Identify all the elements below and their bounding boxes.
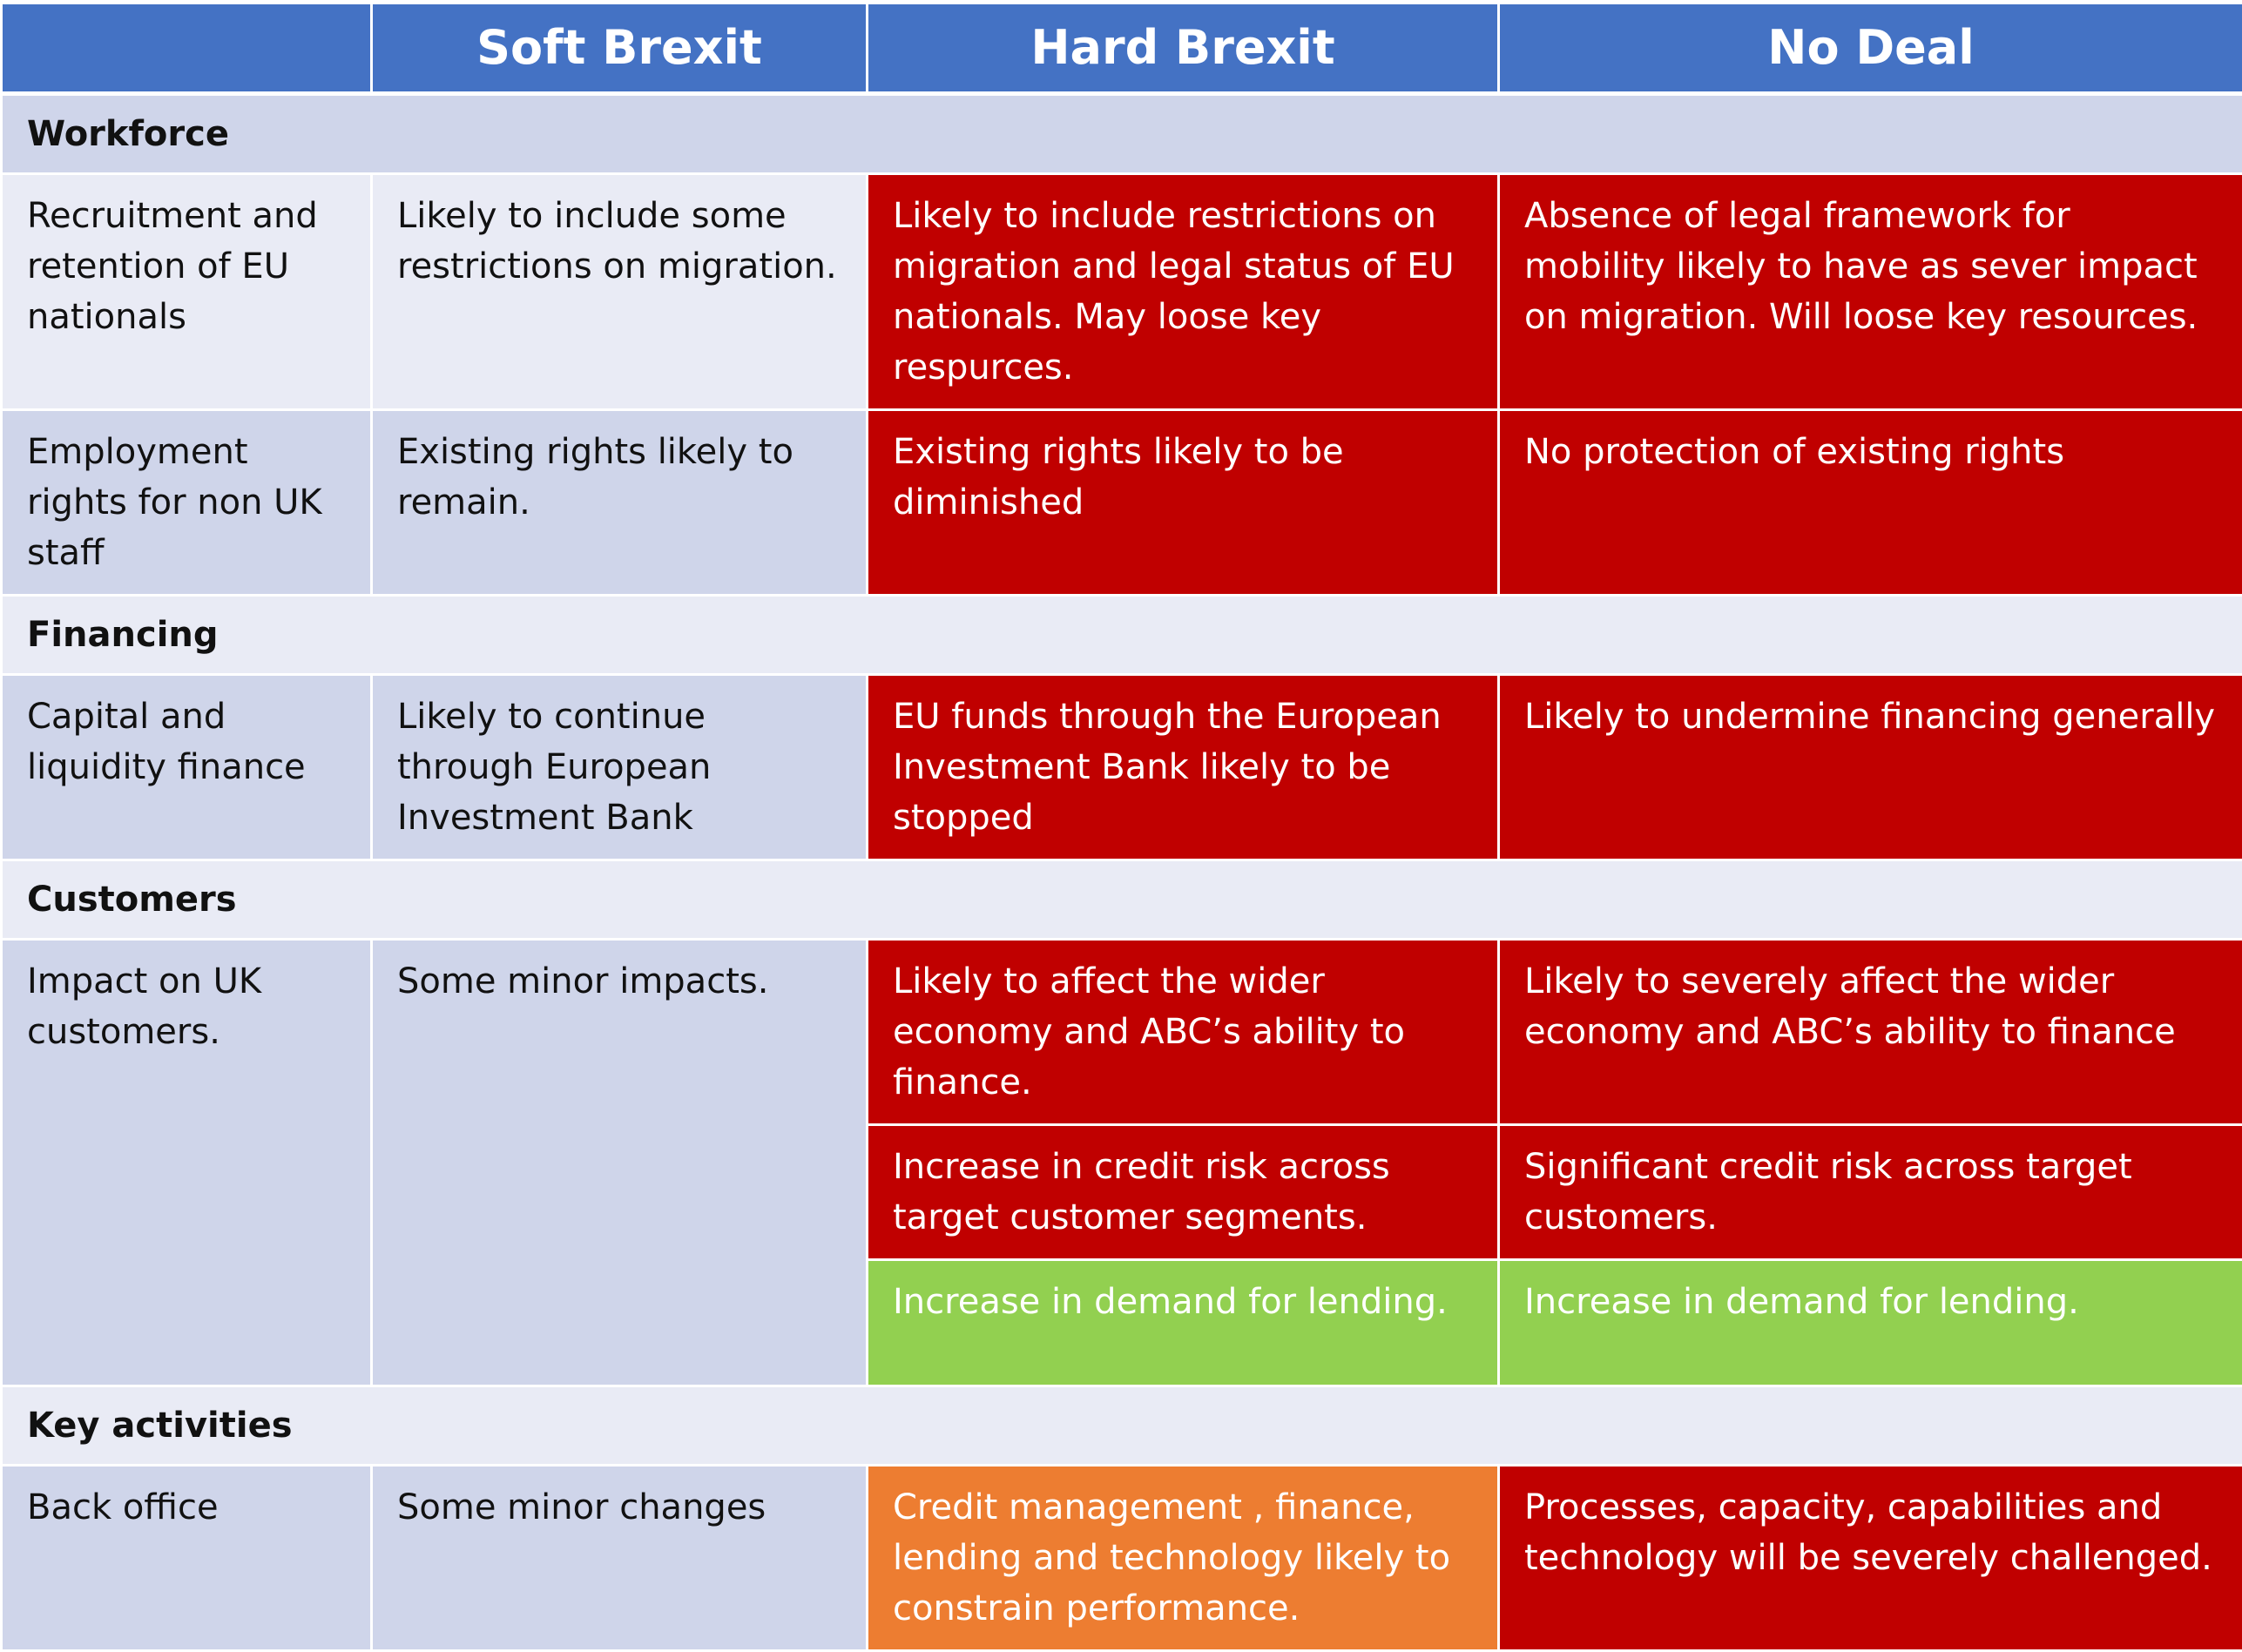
section-title-customers: Customers (2, 860, 2242, 940)
cell-nodeal-impact-economy: Likely to severely affect the wider econ… (1499, 940, 2242, 1125)
cell-nodeal-capital: Likely to undermine financing generally (1499, 675, 2242, 860)
row-label-recruitment: Recruitment and retention of EU national… (2, 174, 372, 410)
cell-nodeal-employment: No protection of existing rights (1499, 410, 2242, 596)
cell-hard-back-office: Credit management , finance, lending and… (868, 1466, 1499, 1651)
header-hard-brexit: Hard Brexit (868, 3, 1499, 94)
table-row: Impact on UK customers. Some minor impac… (2, 940, 2242, 1125)
section-row-key-activities: Key activities (2, 1386, 2242, 1466)
header-no-deal: No Deal (1499, 3, 2242, 94)
cell-hard-recruitment: Likely to include restrictions on migrat… (868, 174, 1499, 410)
section-title-key-activities: Key activities (2, 1386, 2242, 1466)
header-soft-brexit: Soft Brexit (372, 3, 868, 94)
row-label-capital: Capital and liquidity finance (2, 675, 372, 860)
cell-hard-capital: EU funds through the European Investment… (868, 675, 1499, 860)
section-row-workforce: Workforce (2, 94, 2242, 174)
table-row: Back office Some minor changes Credit ma… (2, 1466, 2242, 1651)
table-row: Recruitment and retention of EU national… (2, 174, 2242, 410)
cell-soft-back-office: Some minor changes (372, 1466, 868, 1651)
cell-soft-capital: Likely to continue through European Inve… (372, 675, 868, 860)
cell-nodeal-impact-credit-risk: Significant credit risk across target cu… (1499, 1125, 2242, 1260)
header-blank-cell (2, 3, 372, 94)
row-label-impact: Impact on UK customers. (2, 940, 372, 1386)
table-row: Employment rights for non UK staff Exist… (2, 410, 2242, 596)
section-title-financing: Financing (2, 596, 2242, 675)
cell-hard-employment: Existing rights likely to be diminished (868, 410, 1499, 596)
cell-hard-impact-economy: Likely to affect the wider economy and A… (868, 940, 1499, 1125)
cell-nodeal-recruitment: Absence of legal framework for mobility … (1499, 174, 2242, 410)
section-row-customers: Customers (2, 860, 2242, 940)
cell-soft-impact: Some minor impacts. (372, 940, 868, 1386)
row-label-employment: Employment rights for non UK staff (2, 410, 372, 596)
cell-soft-recruitment: Likely to include some restrictions on m… (372, 174, 868, 410)
cell-hard-impact-credit-risk: Increase in credit risk across target cu… (868, 1125, 1499, 1260)
section-title-workforce: Workforce (2, 94, 2242, 174)
cell-nodeal-back-office: Processes, capacity, capabilities and te… (1499, 1466, 2242, 1651)
cell-hard-impact-lending-demand: Increase in demand for lending. (868, 1260, 1499, 1386)
cell-soft-employment: Existing rights likely to remain. (372, 410, 868, 596)
section-row-financing: Financing (2, 596, 2242, 675)
table-row: Capital and liquidity finance Likely to … (2, 675, 2242, 860)
row-label-back-office: Back office (2, 1466, 372, 1651)
cell-nodeal-impact-lending-demand: Increase in demand for lending. (1499, 1260, 2242, 1386)
header-row: Soft Brexit Hard Brexit No Deal (2, 3, 2242, 94)
